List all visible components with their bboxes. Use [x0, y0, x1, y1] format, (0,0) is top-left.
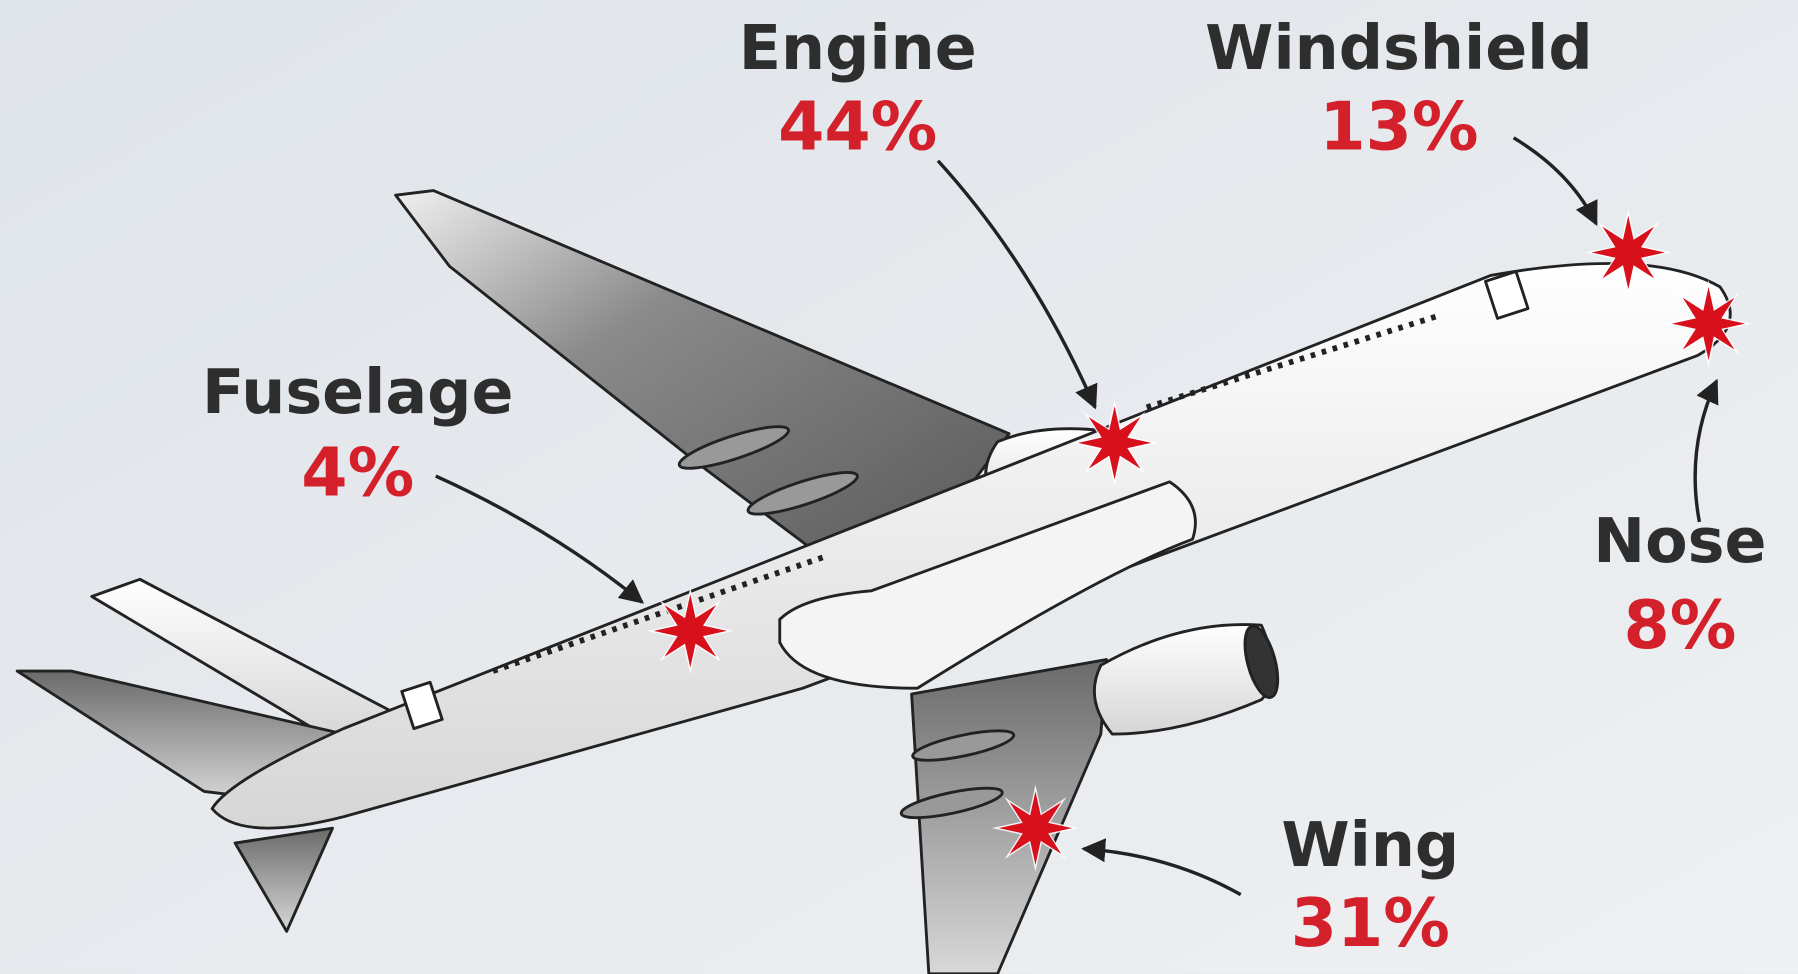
label-value: 44%: [778, 87, 937, 165]
impact-star: [992, 785, 1079, 872]
impact-star: [1071, 399, 1158, 486]
label-value: 4%: [301, 434, 414, 512]
label-value: 31%: [1291, 884, 1450, 962]
label-name: Windshield: [1205, 12, 1593, 84]
label-value: 13%: [1319, 87, 1478, 165]
label-name: Fuselage: [202, 356, 513, 428]
impact-star: [647, 587, 734, 674]
label-value: 8%: [1623, 586, 1736, 664]
label-name: Nose: [1593, 505, 1766, 577]
label-name: Wing: [1281, 809, 1459, 881]
label-name: Engine: [739, 12, 977, 84]
impact-star: [1585, 209, 1672, 296]
diagram: Engine 44% Windshield 13% Fuselage 4% No…: [0, 0, 1798, 974]
impact-star: [1665, 280, 1752, 367]
